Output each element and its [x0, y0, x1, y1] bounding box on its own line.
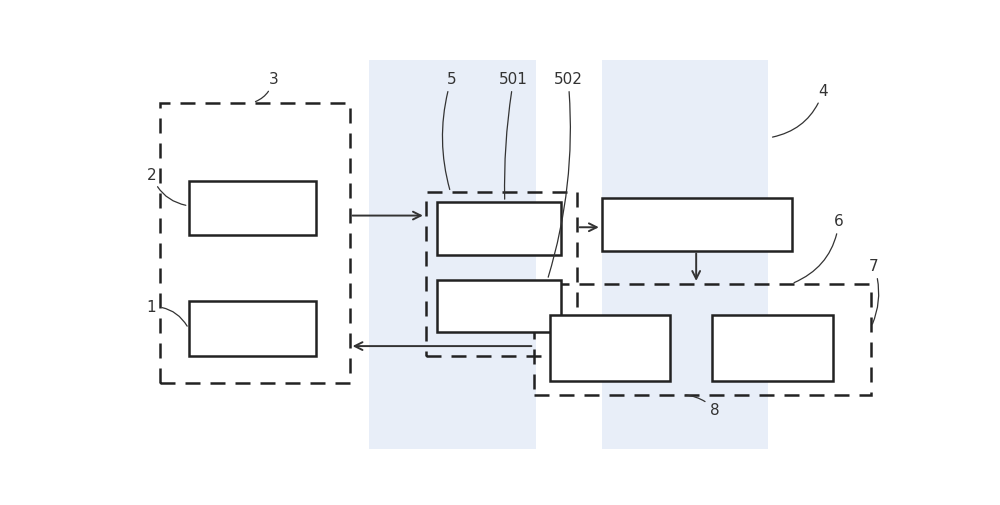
Bar: [160, 104, 350, 383]
Bar: [712, 315, 833, 381]
Bar: [426, 193, 577, 356]
Bar: [437, 203, 561, 255]
Text: 4: 4: [773, 84, 828, 138]
Bar: [437, 280, 561, 333]
Text: 5: 5: [442, 72, 456, 190]
Text: 8: 8: [686, 395, 720, 418]
Bar: [369, 61, 536, 449]
Bar: [602, 198, 792, 251]
Bar: [534, 284, 871, 395]
Text: 502: 502: [548, 72, 582, 278]
Text: 6: 6: [794, 214, 844, 283]
Bar: [189, 181, 316, 235]
Bar: [189, 301, 316, 356]
Bar: [550, 315, 670, 381]
Text: 501: 501: [499, 72, 528, 200]
Text: 3: 3: [255, 72, 278, 103]
Text: 2: 2: [147, 167, 186, 206]
Text: 1: 1: [147, 299, 187, 327]
Text: 7: 7: [869, 259, 879, 324]
Bar: [602, 61, 768, 449]
